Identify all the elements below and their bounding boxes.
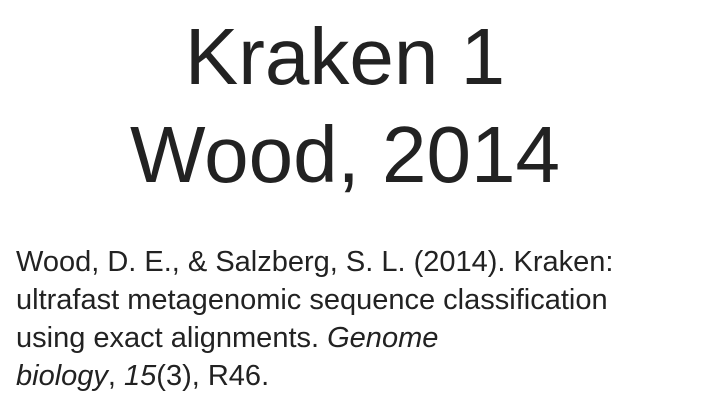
citation-journal-part-2: biology [16,360,108,392]
citation-pages: , R46. [191,360,270,392]
citation-title-part-1: Kraken: [513,246,614,278]
title-line-1: Kraken 1 [184,12,506,101]
citation-journal-part-1: Genome [327,322,439,354]
citation-separator: , [107,360,125,392]
slide-title: Kraken 1 Wood, 2014 [0,8,690,204]
citation-volume: 15 [124,360,157,392]
citation: Wood, D. E., & Salzberg, S. L. (2014). K… [16,243,706,395]
citation-title-part-2: ultrafast metagenomic sequence classific… [16,284,608,316]
citation-issue: (3) [156,360,192,392]
title-line-2: Wood, 2014 [130,110,560,199]
citation-authors-year: Wood, D. E., & Salzberg, S. L. (2014). [16,246,514,278]
citation-title-part-3: using exact alignments. [16,322,328,354]
